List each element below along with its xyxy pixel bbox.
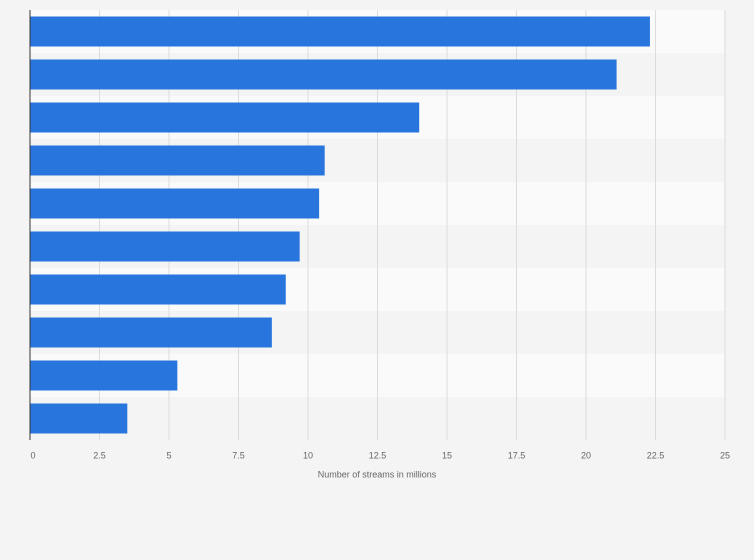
x-tick-label: 0	[30, 450, 35, 460]
bar	[30, 188, 320, 219]
x-tick-label: 15	[442, 450, 452, 460]
bar	[30, 145, 325, 176]
x-tick-label: 10	[303, 450, 313, 460]
x-tick-label: 5	[166, 450, 171, 460]
bar	[30, 231, 300, 262]
bar	[30, 102, 420, 133]
bar	[30, 360, 178, 391]
x-tick-label: 17.5	[508, 450, 526, 460]
bar	[30, 403, 128, 434]
x-tick-label: 25	[720, 450, 730, 460]
x-tick-label: 20	[581, 450, 591, 460]
bar	[30, 16, 650, 47]
x-axis-title: Number of streams in millions	[318, 469, 437, 479]
x-tick-label: 12.5	[369, 450, 387, 460]
x-tick-label: 7.5	[232, 450, 245, 460]
bar	[30, 274, 286, 305]
bar	[30, 59, 617, 90]
x-tick-label: 2.5	[93, 450, 106, 460]
x-tick-label: 22.5	[647, 450, 665, 460]
bar	[30, 317, 272, 348]
